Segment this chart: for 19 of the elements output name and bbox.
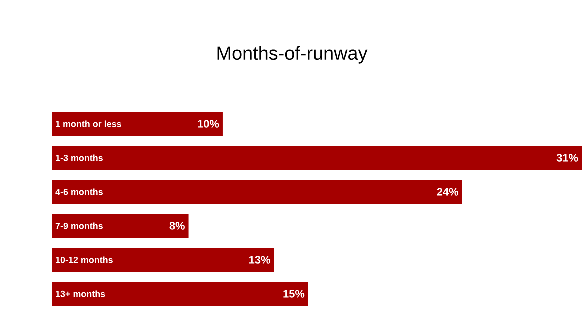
bar <box>52 248 274 272</box>
y-tick-label: 10-12 months <box>56 256 113 264</box>
data-label: 13% <box>250 256 270 264</box>
y-tick-label: 1-3 months <box>56 154 103 162</box>
bar <box>52 180 462 204</box>
data-label: 10% <box>198 120 220 128</box>
y-tick-label: 4-6 months <box>56 188 103 196</box>
y-tick-label: 1 month or less <box>56 120 122 128</box>
data-label: 15% <box>284 290 305 298</box>
bar <box>52 214 189 238</box>
data-label: 31% <box>556 154 578 162</box>
y-tick-label: 13+ months <box>56 290 106 298</box>
bar <box>52 112 223 136</box>
data-label: 24% <box>437 188 459 196</box>
y-tick-label: 7-9 months <box>56 222 103 230</box>
chart-title: Months-of-runway <box>218 46 368 64</box>
data-label: 8% <box>170 222 185 230</box>
bar <box>52 282 308 306</box>
bar <box>52 146 582 170</box>
